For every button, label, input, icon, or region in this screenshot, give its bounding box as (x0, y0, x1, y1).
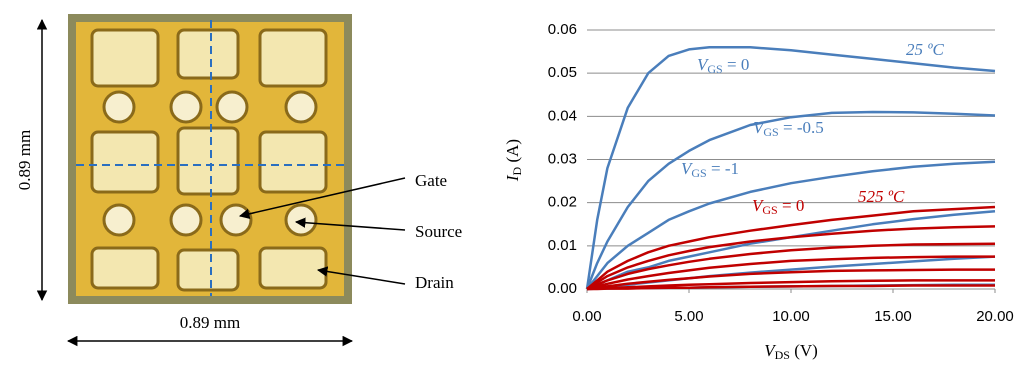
x-tick-label: 10.00 (772, 308, 810, 325)
y-tick-label: 0.06 (548, 21, 577, 38)
x-axis-label-part: (V) (790, 341, 818, 360)
line-series (587, 284, 995, 291)
annotation-part: = -1 (707, 159, 739, 178)
annotation-part: GS (762, 203, 777, 217)
y-axis-label: ID (A) (503, 139, 524, 182)
x-tick-label: 5.00 (674, 308, 703, 325)
y-axis-label-part: (A) (503, 139, 522, 167)
line-series (586, 242, 996, 291)
annotation-part: = 0 (723, 55, 750, 74)
x-axis-label-part: DS (775, 348, 790, 362)
source-label: Source (415, 222, 462, 241)
line-series (586, 255, 995, 291)
annotation-part: V (753, 118, 766, 137)
annotation: 525 ºC (858, 187, 905, 206)
y-tick-label: 0.03 (548, 150, 577, 167)
line-series (585, 46, 996, 290)
annotation-part: 525 ºC (858, 187, 905, 206)
line-series (586, 225, 996, 291)
y-tick-label: 0.01 (548, 237, 577, 254)
annotation: VGS = 0 (752, 196, 804, 217)
x-axis-label: VDS (V) (764, 341, 818, 362)
die-image (68, 14, 352, 304)
y-tick-label: 0.02 (548, 194, 577, 211)
annotation-part: = -0.5 (779, 118, 824, 137)
y-tick-label: 0.00 (548, 280, 577, 297)
annotation: 25 ºC (906, 40, 945, 59)
width-label: 0.89 mm (180, 313, 240, 332)
drain-label: Drain (415, 273, 454, 292)
annotation-part: V (752, 196, 765, 215)
annotation-part: GS (707, 62, 722, 76)
annotation-part: = 0 (778, 196, 805, 215)
height-label: 0.89 mm (15, 130, 34, 190)
x-axis-label-part: V (764, 341, 777, 360)
annotation-part: GS (763, 125, 778, 139)
line-series (585, 110, 996, 290)
annotation: VGS = -0.5 (753, 118, 824, 139)
line-series (586, 205, 996, 290)
y-axis-label-part: D (510, 166, 524, 175)
x-tick-label: 20.00 (976, 308, 1014, 325)
y-tick-label: 0.04 (548, 107, 577, 124)
y-axis-label-part: I (503, 174, 522, 182)
annotation-part: 25 ºC (906, 40, 945, 59)
annotation: VGS = 0 (697, 55, 749, 76)
annotation-part: V (697, 55, 710, 74)
annotation-part: GS (691, 166, 706, 180)
x-tick-label: 0.00 (572, 308, 601, 325)
line-series (586, 160, 996, 290)
y-tick-label: 0.05 (548, 64, 577, 81)
chart: 0.00 0.01 0.02 0.03 0.04 0.05 0.06 0.00 5.00 10.0… (503, 21, 1014, 362)
annotation-part: V (681, 159, 694, 178)
gate-label: Gate (415, 171, 447, 190)
annotation: VGS = -1 (681, 159, 739, 180)
x-tick-label: 15.00 (874, 308, 912, 325)
line-series (586, 268, 995, 291)
